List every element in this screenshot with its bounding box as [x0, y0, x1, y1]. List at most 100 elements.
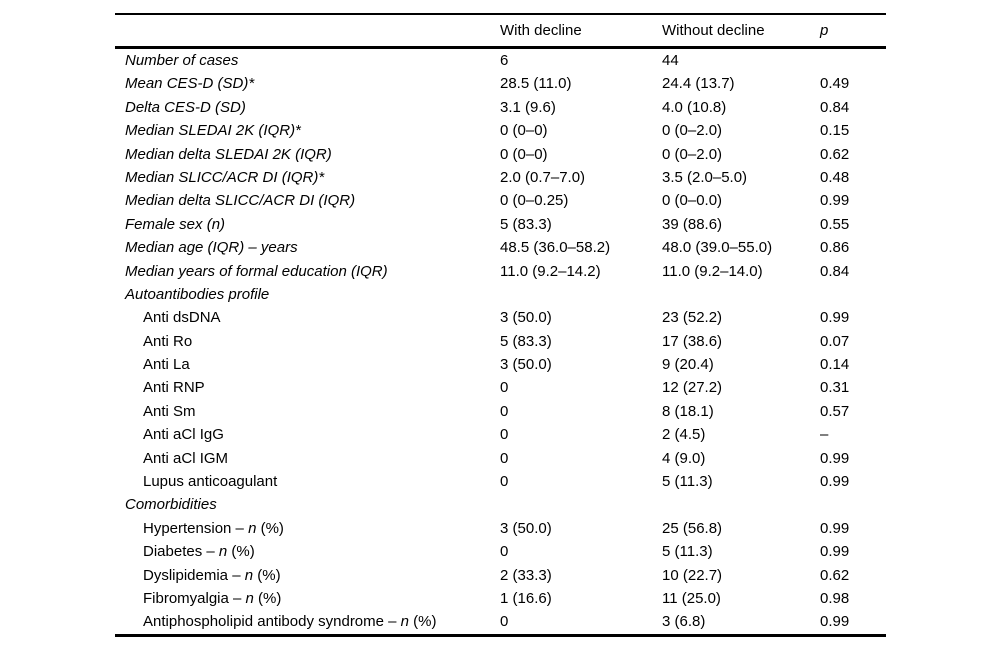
table-row: Dyslipidemia – n (%) 2 (33.3) 10 (22.7) 0.6…: [115, 564, 886, 587]
row-label: Autoantibodies profile: [125, 285, 270, 303]
row-label: Hypertension – n (%): [143, 519, 284, 537]
row-label: Anti La: [143, 356, 190, 374]
table-row: Fibromyalgia – n (%) 1 (16.6) 11 (25.0) 0.9…: [115, 587, 886, 610]
table-row: Number of cases 6 44: [115, 49, 886, 72]
without-decline-value: 3.5 (2.0–5.0): [662, 168, 748, 186]
without-decline-value: 17 (38.6): [662, 332, 723, 350]
section-header-row: Comorbidities: [115, 493, 886, 516]
italic-n: n: [218, 543, 228, 561]
without-decline-value: 11.0 (9.2–14.0): [662, 262, 763, 280]
row-label: Median SLEDAI 2K (IQR)*: [125, 122, 301, 140]
with-decline-value: 3 (50.0): [500, 356, 552, 374]
table-row: Delta CES-D (SD) 3.1 (9.6) 4.0 (10.8) 0.84: [115, 96, 886, 119]
header-p-value: p: [820, 22, 829, 39]
table-row: Hypertension – n (%) 3 (50.0) 25 (56.8) 0.9…: [115, 517, 886, 540]
without-decline-value: 8 (18.1): [662, 402, 714, 420]
with-decline-value: 3 (50.0): [500, 309, 552, 327]
p-value: 0.86: [820, 239, 850, 257]
p-value: 0.99: [820, 613, 850, 631]
table-row: Median age (IQR) – years 48.5 (36.0–58.2)…: [115, 236, 886, 259]
table-row: Median SLEDAI 2K (IQR)* 0 (0–0) 0 (0–2.0) 0…: [115, 119, 886, 142]
p-value: 0.55: [820, 215, 850, 233]
without-decline-value: 11 (25.0): [662, 589, 721, 607]
with-decline-value: [500, 283, 662, 306]
without-decline-value: [662, 283, 820, 306]
without-decline-value: [662, 493, 820, 516]
without-decline-value: 0 (0–2.0): [662, 122, 723, 140]
table-row: Mean CES-D (SD)* 28.5 (11.0) 24.4 (13.7) 0.…: [115, 72, 886, 95]
table-row: Anti dsDNA 3 (50.0) 23 (52.2) 0.99: [115, 306, 886, 329]
row-label: Median SLICC/ACR DI (IQR)*: [125, 168, 325, 186]
without-decline-value: 5 (11.3): [662, 473, 713, 491]
table-row: Median delta SLICC/ACR DI (IQR) 0 (0–0.25…: [115, 189, 886, 212]
p-value: 0.48: [820, 168, 850, 186]
p-value: 0.31: [820, 379, 850, 397]
with-decline-value: 0: [500, 379, 509, 397]
p-value: 0.99: [820, 519, 850, 537]
row-label: Number of cases: [125, 52, 239, 69]
p-value: 0.99: [820, 192, 850, 210]
italic-n: n: [400, 613, 410, 631]
with-decline-value: 0: [500, 613, 509, 631]
row-label: Female sex (n): [125, 215, 226, 233]
p-value: 0.99: [820, 309, 850, 327]
section-header-row: Autoantibodies profile: [115, 283, 886, 306]
with-decline-value: 48.5 (36.0–58.2): [500, 239, 611, 257]
p-value: 0.99: [820, 449, 850, 467]
without-decline-value: 4 (9.0): [662, 449, 706, 467]
with-decline-value: 11.0 (9.2–14.2): [500, 262, 601, 280]
table-row: Lupus anticoagulant 0 5 (11.3) 0.99: [115, 470, 886, 493]
with-decline-value: 2.0 (0.7–7.0): [500, 168, 586, 186]
p-value: 0.84: [820, 262, 850, 280]
table-row: Median years of formal education (IQR) 11…: [115, 260, 886, 283]
with-decline-value: 0: [500, 402, 509, 420]
row-label: Comorbidities: [125, 496, 217, 514]
p-value: [820, 49, 886, 72]
row-label: Delta CES-D (SD): [125, 98, 246, 116]
row-label: Fibromyalgia – n (%): [143, 589, 282, 607]
row-label: Mean CES-D (SD)*: [125, 75, 255, 93]
table-row: Anti aCl IgG 0 2 (4.5) –: [115, 423, 886, 446]
with-decline-value: [500, 493, 662, 516]
without-decline-value: 0 (0–2.0): [662, 145, 723, 163]
table-body: Number of cases 6 44 Mean CES-D (SD)* 28.5 (…: [115, 49, 886, 634]
with-decline-value: 0: [500, 473, 509, 491]
p-value: 0.62: [820, 145, 850, 163]
table-row: Median delta SLEDAI 2K (IQR) 0 (0–0) 0 (0–…: [115, 143, 886, 166]
without-decline-value: 9 (20.4): [662, 356, 714, 374]
with-decline-value: 6: [500, 52, 509, 69]
table-row: Antiphospholipid antibody syndrome – n (…: [115, 610, 886, 633]
without-decline-value: 24.4 (13.7): [662, 75, 735, 93]
without-decline-value: 3 (6.8): [662, 613, 706, 631]
table-row: Anti La 3 (50.0) 9 (20.4) 0.14: [115, 353, 886, 376]
table-row: Diabetes – n (%) 0 5 (11.3) 0.99: [115, 540, 886, 563]
row-label: Anti RNP: [143, 379, 205, 397]
table-header-row: With decline Without decline p: [115, 15, 886, 46]
p-value: 0.15: [820, 122, 850, 140]
row-label: Anti dsDNA: [143, 309, 221, 327]
p-value: 0.99: [820, 543, 850, 561]
without-decline-value: 39 (88.6): [662, 215, 723, 233]
p-value: 0.99: [820, 473, 850, 491]
italic-n: n: [244, 566, 254, 584]
with-decline-value: 5 (83.3): [500, 332, 552, 350]
table-row: Anti RNP 0 12 (27.2) 0.31: [115, 376, 886, 399]
with-decline-value: 0 (0–0): [500, 145, 548, 163]
table-bottom-rule: [115, 633, 886, 637]
row-label: Anti Sm: [143, 402, 196, 420]
italic-n: n: [248, 519, 257, 537]
p-value: 0.14: [820, 356, 850, 374]
p-value: 0.98: [820, 589, 850, 607]
p-value: 0.84: [820, 98, 850, 116]
with-decline-value: 0 (0–0.25): [500, 192, 569, 210]
table-row: Anti Sm 0 8 (18.1) 0.57: [115, 400, 886, 423]
row-label: Median delta SLEDAI 2K (IQR): [125, 145, 332, 163]
without-decline-value: 12 (27.2): [662, 379, 723, 397]
p-value: 0.57: [820, 402, 850, 420]
p-value: [820, 283, 886, 306]
p-value: 0.07: [820, 332, 850, 350]
with-decline-value: 5 (83.3): [500, 215, 552, 233]
row-label: Anti aCl IgG: [143, 426, 224, 444]
row-label: Median age (IQR) – years: [125, 239, 298, 257]
table-row: Anti aCl IGM 0 4 (9.0) 0.99: [115, 447, 886, 470]
